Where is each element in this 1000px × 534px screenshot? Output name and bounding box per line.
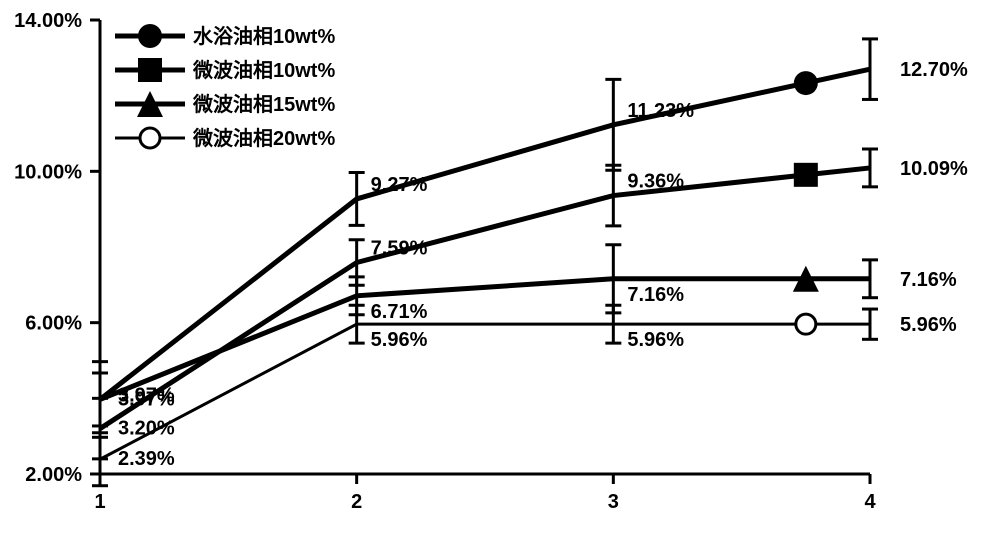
line-chart: 2.00% 6.00% 10.00% 14.00% 1 2 3 4 9.27% 11.23% 12.… — [0, 0, 1000, 534]
chart-container: 2.00% 6.00% 10.00% 14.00% 1 2 3 4 9.27% 11.23% 12.… — [0, 0, 1000, 534]
data-label: 9.27% — [371, 174, 428, 196]
data-label: 7.59% — [371, 238, 428, 260]
data-label: 7.16% — [627, 284, 684, 306]
data-label: 5.96% — [900, 314, 957, 336]
data-label: 11.23% — [627, 100, 694, 122]
series-line — [100, 168, 870, 429]
marker-square-icon — [794, 163, 818, 187]
data-label: 12.70% — [900, 59, 968, 81]
x-tick-label: 1 — [94, 491, 105, 513]
legend-label: 微波油相10wt% — [192, 58, 335, 82]
legend-label: 水浴油相10wt% — [193, 24, 335, 48]
y-tick-label: 10.00% — [14, 161, 82, 183]
data-label: 9.36% — [627, 171, 684, 193]
y-tick-label: 14.00% — [14, 10, 82, 32]
legend-label: 微波油相20wt% — [192, 126, 335, 150]
data-label: 5.96% — [371, 329, 428, 351]
x-tick-label: 3 — [608, 491, 619, 513]
data-label: 3.97% — [118, 384, 175, 406]
data-label: 7.16% — [900, 269, 957, 291]
marker-circle-open-icon — [140, 128, 160, 148]
data-label: 3.20% — [118, 418, 175, 440]
series-line — [100, 69, 870, 399]
data-label: 5.96% — [627, 329, 684, 351]
y-tick-label: 6.00% — [25, 313, 82, 335]
marker-circle-open-icon — [796, 314, 816, 334]
marker-square-icon — [138, 58, 162, 82]
series-line — [100, 324, 870, 459]
series-line — [100, 279, 870, 400]
data-label: 6.71% — [371, 301, 428, 323]
data-label: 10.09% — [900, 158, 968, 180]
data-label: 2.39% — [118, 448, 175, 470]
y-tick-label: 2.00% — [25, 464, 82, 486]
marker-circle-icon — [794, 71, 818, 95]
marker-circle-icon — [138, 24, 162, 48]
x-tick-label: 2 — [351, 491, 362, 513]
legend-label: 微波油相15wt% — [192, 92, 335, 116]
x-tick-label: 4 — [864, 491, 876, 513]
